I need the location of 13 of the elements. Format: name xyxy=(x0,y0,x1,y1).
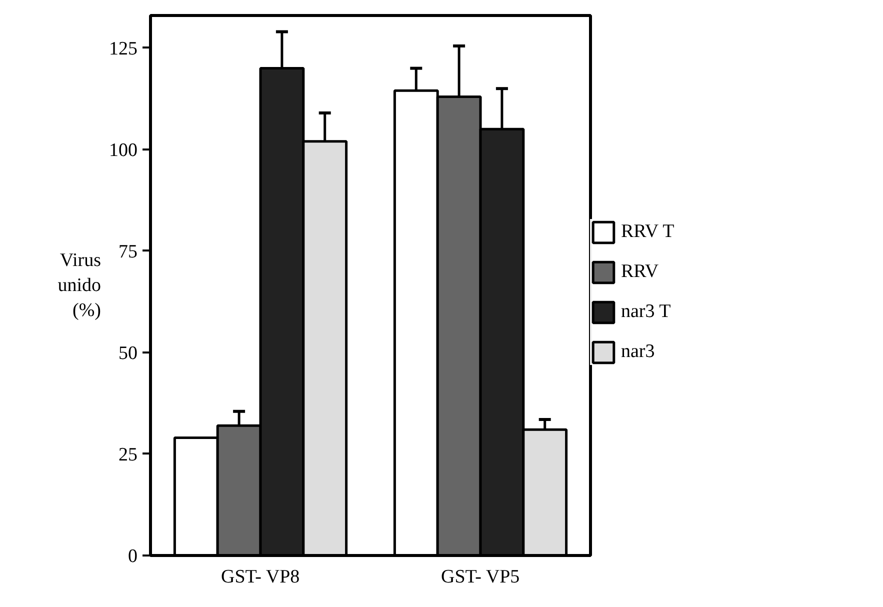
legend-label: RRV T xyxy=(621,221,674,243)
y-tick-label: 125 xyxy=(109,38,138,60)
y-tick-label: 25 xyxy=(118,444,138,466)
x-tick-label: GST- VP8 xyxy=(220,566,300,588)
y-tick-label: 0 xyxy=(128,546,138,567)
y-tick-label: 100 xyxy=(109,140,138,161)
x-tick-label: GST- VP5 xyxy=(440,566,520,588)
y-axis-title: Virus unido (%) xyxy=(58,250,102,322)
y-tick-label: 50 xyxy=(118,342,138,364)
legend-label: RRV xyxy=(621,261,659,283)
legend-label: nar3 T xyxy=(621,301,671,323)
legend-label: nar3 xyxy=(621,341,655,363)
y-tick-label: 75 xyxy=(118,241,138,262)
